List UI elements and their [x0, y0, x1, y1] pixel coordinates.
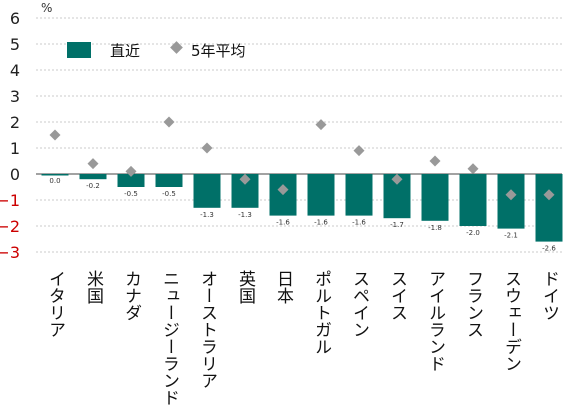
marker-point [87, 158, 99, 170]
y-tick-label: −1 [0, 191, 20, 210]
legend-swatch-bar [67, 42, 91, 58]
legend-swatch-marker [170, 41, 183, 54]
marker-series [49, 116, 555, 201]
marker-point [239, 173, 251, 185]
bar [497, 174, 525, 229]
category-label: ニュージーランド [159, 270, 179, 406]
y-tick-label: −3 [0, 243, 20, 262]
category-label: イタリア [45, 270, 65, 338]
bar [459, 174, 487, 226]
bar [307, 174, 335, 216]
y-tick-label: 4 [10, 61, 20, 80]
bar-value-label: -0.2 [86, 182, 100, 190]
bar-value-label: -2.0 [466, 229, 480, 237]
category-label: スウェーデン [501, 270, 521, 372]
marker-point [49, 129, 61, 141]
marker-point [543, 189, 555, 201]
y-tick-label: 3 [10, 87, 20, 106]
legend-label-bar: 直近 [110, 42, 140, 60]
category-labels: イタリア 米国 カナダ ニュージーランド オーストラリア 英国 日本 ポルトガル スペイン スイス… [45, 270, 559, 406]
bar [117, 174, 145, 187]
category-label: スペイン [349, 270, 369, 338]
category-label: 英国 [235, 270, 256, 304]
marker-point [467, 163, 479, 175]
bar-value-label: -1.6 [352, 219, 366, 227]
category-label: オーストラリア [197, 270, 217, 389]
bar-series [41, 174, 563, 242]
bar-value-label: -0.5 [162, 190, 176, 198]
y-tick-label: 0 [10, 165, 20, 184]
bar [193, 174, 221, 208]
bar-value-label: -1.8 [428, 224, 442, 232]
marker-point [315, 119, 327, 131]
bar [79, 174, 107, 180]
bar-value-label: -2.1 [504, 232, 518, 240]
category-label: アイルランド [425, 270, 445, 372]
category-label: 日本 [273, 270, 294, 304]
data-labels: 0.0 -0.2 -0.5 -0.5 -1.3 -1.3 -1.6 -1.6 -1.6 -1.7 -… [49, 177, 556, 253]
legend: 直近 5年平均 [67, 41, 246, 60]
bar-value-label: -1.7 [390, 221, 404, 229]
category-label: フランス [463, 270, 483, 338]
bar-value-label: -1.3 [200, 211, 214, 219]
category-label: スイス [387, 270, 407, 321]
category-label: ドイツ [539, 270, 559, 321]
category-label: 米国 [83, 270, 104, 304]
y-tick-label: 5 [10, 35, 20, 54]
y-tick-label: 6 [10, 9, 20, 28]
bar [41, 174, 69, 176]
category-label: カナダ [121, 270, 141, 321]
bar [345, 174, 373, 216]
bar [535, 174, 563, 242]
marker-point [163, 116, 175, 128]
marker-point [505, 189, 517, 201]
legend-label-marker: 5年平均 [191, 42, 246, 60]
bar-value-label: -1.6 [276, 219, 290, 227]
marker-point [391, 173, 403, 185]
bar-value-label: -2.6 [542, 245, 556, 253]
category-label: ポルトガル [311, 270, 331, 355]
y-axis: 6 5 4 3 2 1 0 −1 −2 −3 [0, 9, 20, 262]
y-tick-label: 1 [10, 139, 20, 158]
marker-point [201, 142, 213, 154]
bar-value-label: -1.3 [238, 211, 252, 219]
bar [421, 174, 449, 221]
y-tick-label: −2 [0, 217, 20, 236]
bar-value-label: 0.0 [49, 177, 60, 185]
bar-value-label: -1.6 [314, 219, 328, 227]
marker-point [353, 145, 365, 157]
y-tick-label: 2 [10, 113, 20, 132]
bar-value-label: -0.5 [124, 190, 138, 198]
marker-point [429, 155, 441, 167]
marker-point [125, 165, 137, 177]
y-axis-unit: % [41, 1, 52, 15]
marker-point [277, 184, 289, 196]
bar [155, 174, 183, 187]
